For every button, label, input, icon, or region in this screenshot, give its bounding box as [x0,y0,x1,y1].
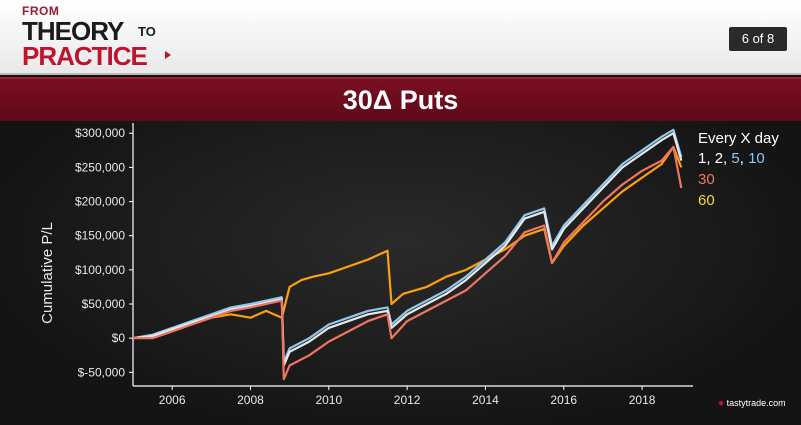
logo-practice-text: PRACTICE [22,41,148,71]
page-counter: 6 of 8 [729,27,787,51]
x-tick-label: 2012 [394,393,421,407]
legend-title: Every X day [698,130,779,147]
series-line-1 [132,128,683,364]
logo-theory-text: THEORY [22,16,124,46]
y-tick-label: $300,000 [75,126,125,140]
x-tick-label: 2008 [237,393,264,407]
title-bar: 30Δ Puts [0,77,801,121]
watermark-text: tastytrade.com [726,398,786,408]
y-tick-label: $50,000 [82,297,126,311]
header-banner: FROM THEORY TO PRACTICE 6 of 8 [0,0,801,75]
x-tick-label: 2018 [629,393,656,407]
y-axis-label: Cumulative P/L [39,222,56,324]
legend-entry-60: 60 [698,192,715,209]
series-line-2 [132,132,683,367]
series-line-0 [132,145,683,340]
series-group [132,128,683,381]
legend-row-1: 1, 2, 5, 10 [698,150,765,167]
chart-legend: Every X day 1, 2, 5, 10 30 60 [698,130,779,209]
slide-title: 30Δ Puts [342,85,459,115]
legend-entry: , [723,150,731,167]
x-tick-label: 2010 [315,393,342,407]
x-tick-label: 2006 [159,393,186,407]
y-tick-label: $150,000 [75,229,125,243]
legend-entry: 2 [715,150,723,167]
chart-area: 2006 2008 2010 2012 2014 2016 2018 $300,000 $250… [0,121,801,425]
logo-to-text: TO [138,24,156,39]
legend-entry: , [706,150,714,167]
y-tick-label: $100,000 [75,263,125,277]
y-tick-label: $250,000 [75,160,125,174]
x-tick-label: 2016 [550,393,577,407]
x-tick-label: 2014 [472,393,499,407]
series-line-3 [133,145,683,381]
logo-arrow-icon [165,51,171,59]
tastytrade-watermark: ● tastytrade.com [718,398,786,409]
y-tick-label: $-50,000 [78,365,126,379]
y-tick-label: $200,000 [75,195,125,209]
legend-entry: 1 [698,150,706,167]
cumulative-pl-chart: 2006 2008 2010 2012 2014 2016 2018 $300,000 $250… [39,123,779,407]
legend-entry: , [740,150,748,167]
legend-entry: 10 [748,150,765,167]
legend-entry: 5 [731,150,739,167]
legend-entry-30: 30 [698,171,715,188]
logo-from-text: FROM [22,4,60,18]
chart-axes: 2006 2008 2010 2012 2014 2016 2018 $300,000 $250… [75,123,693,407]
tastytrade-logo-icon: ● [718,398,725,409]
y-tick-label: $0 [112,331,126,345]
